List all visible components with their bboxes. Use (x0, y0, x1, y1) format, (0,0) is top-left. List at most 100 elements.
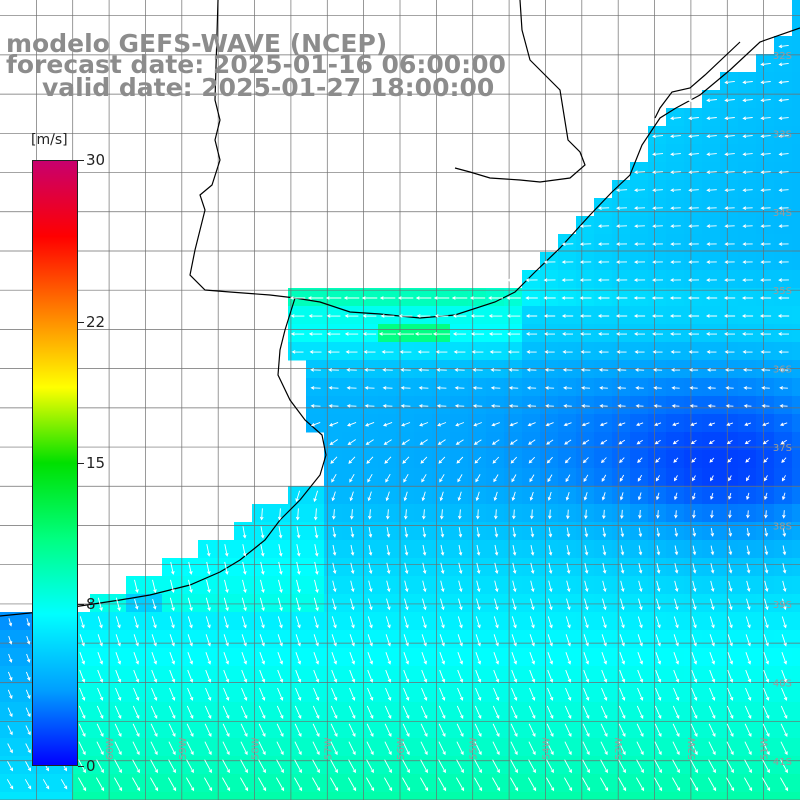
wind-cell (792, 396, 800, 415)
wind-arrow (616, 350, 627, 354)
wind-arrow (169, 652, 175, 665)
wind-arrow (618, 723, 626, 738)
wind-cell (324, 792, 343, 800)
wind-arrow (778, 260, 789, 264)
wind-cell (666, 450, 685, 469)
wind-cell (558, 396, 577, 415)
wind-cell (720, 630, 739, 649)
wind-cell (594, 414, 613, 433)
wind-cell (36, 630, 55, 649)
lat-label: 41S (773, 757, 792, 768)
wind-arrow (724, 332, 736, 336)
wind-arrow (258, 777, 267, 792)
wind-cell (774, 72, 793, 91)
wind-arrow (566, 580, 571, 593)
wind-arrow (417, 350, 430, 354)
wind-cell (432, 414, 451, 433)
wind-arrow (600, 777, 609, 792)
lat-label: 39S (773, 600, 792, 611)
wind-cell (216, 576, 235, 595)
wind-cell (396, 522, 415, 541)
wind-arrow (674, 475, 678, 482)
wind-cell (126, 612, 145, 631)
wind-arrow (440, 598, 445, 611)
wind-arrow (330, 759, 338, 774)
wind-arrow (760, 80, 771, 85)
wind-arrow (705, 314, 718, 318)
wind-cell (774, 216, 793, 235)
wind-arrow (457, 491, 462, 502)
wind-arrow (656, 545, 661, 556)
wind-arrow (97, 687, 104, 701)
wind-arrow (475, 474, 481, 483)
wind-cell (216, 594, 235, 613)
wind-arrow (512, 527, 517, 538)
wind-arrow (314, 526, 319, 539)
wind-cell (342, 540, 361, 559)
wind-arrow (259, 616, 265, 629)
wind-arrow (278, 579, 283, 594)
wind-cell (486, 396, 505, 415)
wind-arrow (494, 598, 499, 611)
wind-arrow (8, 635, 13, 645)
wind-arrow (615, 188, 628, 193)
wind-arrow (548, 598, 553, 611)
wind-cell (342, 342, 361, 361)
wind-arrow (364, 404, 375, 408)
wind-cell (774, 414, 793, 433)
wind-cell (612, 198, 631, 217)
wind-cell (576, 594, 595, 613)
wind-arrow (745, 634, 751, 647)
wind-arrow (728, 492, 732, 500)
wind-cell (504, 360, 523, 379)
wind-arrow (691, 634, 697, 647)
wind-cell (396, 576, 415, 595)
wind-arrow (670, 332, 682, 336)
wind-cell (450, 288, 469, 307)
wind-cell (486, 468, 505, 487)
wind-arrow (525, 314, 538, 318)
wind-arrow (402, 759, 410, 774)
wind-cell (342, 468, 361, 487)
wind-arrow (597, 260, 610, 264)
wind-arrow (688, 206, 699, 210)
wind-cell (666, 540, 685, 559)
wind-cell (684, 396, 703, 415)
wind-arrow (436, 368, 447, 372)
wind-cell (756, 360, 775, 379)
wind-cell (792, 360, 800, 379)
wind-arrow (656, 598, 661, 611)
wind-arrow (547, 652, 553, 665)
wind-arrow (778, 80, 789, 85)
wind-arrow (400, 404, 411, 408)
wind-arrow (762, 759, 770, 774)
wind-cell (450, 486, 469, 505)
wind-cell (288, 612, 307, 631)
wind-arrow (656, 563, 661, 574)
wind-arrow (634, 332, 646, 336)
wind-cell (594, 324, 613, 343)
wind-arrow (652, 368, 663, 372)
wind-arrow (760, 62, 771, 67)
wind-arrow (566, 545, 571, 556)
wind-arrow (476, 562, 481, 575)
wind-arrow (277, 687, 284, 701)
wind-arrow (510, 759, 518, 774)
wind-cell (540, 252, 559, 271)
wind-cell (684, 414, 703, 433)
wind-cell (630, 576, 649, 595)
wind-arrow (746, 475, 750, 482)
wind-arrow (512, 545, 517, 556)
wind-arrow (326, 314, 341, 318)
wind-arrow (439, 634, 445, 647)
wind-cell (72, 612, 91, 631)
wind-arrow (781, 634, 787, 647)
wind-cell (324, 324, 343, 343)
wind-cell (576, 468, 595, 487)
wind-arrow (705, 296, 718, 300)
wind-arrow (655, 457, 661, 463)
wind-cell (396, 540, 415, 559)
wind-arrow (385, 652, 391, 665)
wind-cell (666, 216, 685, 235)
wind-cell (450, 792, 469, 800)
